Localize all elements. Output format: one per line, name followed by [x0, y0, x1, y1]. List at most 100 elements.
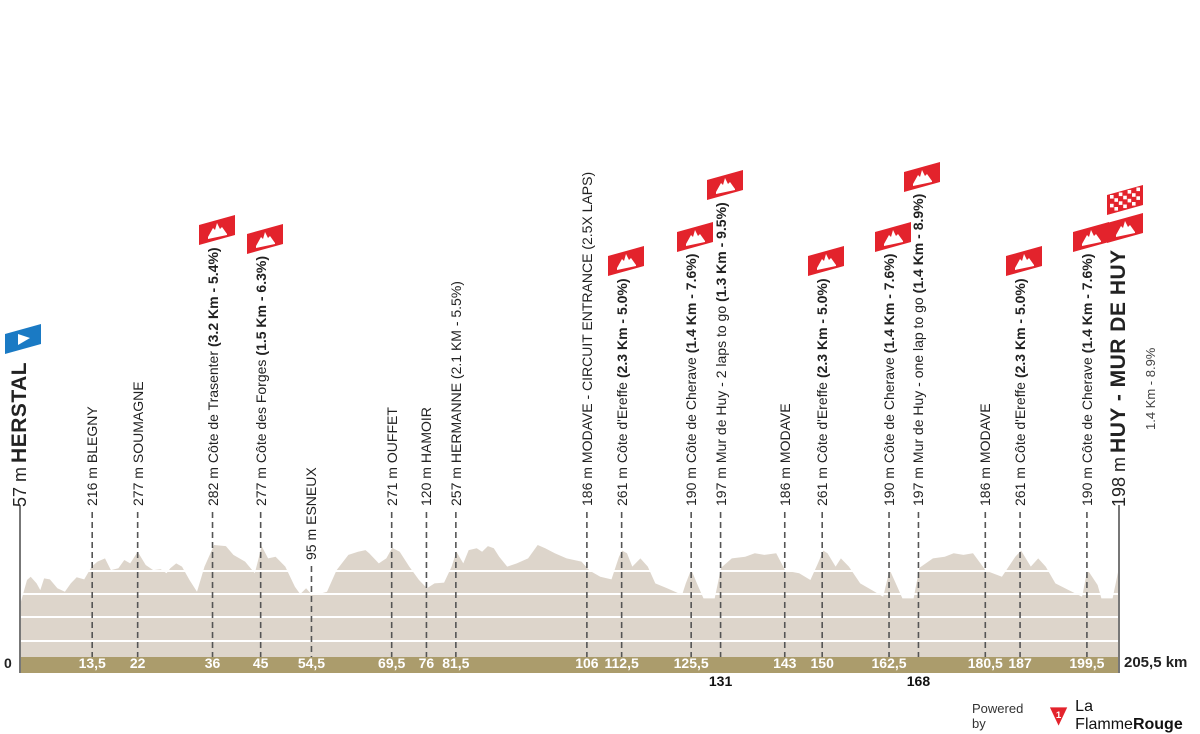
km-tick-label: 13,5 [78, 655, 106, 671]
waypoint-elevation: 190 m [683, 467, 700, 506]
waypoint-name: MODAVE [977, 403, 994, 464]
waypoint-name: SOUMAGNE [129, 381, 146, 464]
km-tick-label: 22 [129, 655, 146, 671]
finish-climb-detail: 1.4 Km - 8.9% [1143, 347, 1158, 430]
climb-flag-icon [1107, 213, 1143, 244]
distance-band [20, 657, 1119, 673]
waypoint-name: Mur de Huy - 2 laps to go [712, 305, 729, 464]
waypoint-elevation: 186 m [977, 467, 994, 506]
axis-end-label: 205,5 km [1124, 654, 1188, 671]
km-tick-label: 69,5 [378, 655, 406, 671]
waypoint-label: 197 m Mur de Huy - one lap to go (1.4 Km -… [909, 194, 927, 506]
waypoint-elevation: 277 m [129, 467, 146, 506]
km-tick-label: 81,5 [442, 655, 470, 671]
waypoint-label: 261 m Côte d'Ereffe (2.3 Km - 5.0%) [1011, 278, 1029, 506]
waypoint-detail: (1.4 Km - 7.6%) [881, 253, 898, 354]
waypoint-label: 190 m Côte de Cherave (1.4 Km - 7.6%) [682, 254, 700, 506]
km-tick-label: 150 [810, 655, 834, 671]
waypoint-elevation: 197 m [712, 467, 729, 506]
waypoint-label: 277 m SOUMAGNE [129, 377, 147, 506]
km-tick-label: 45 [252, 655, 269, 671]
waypoint-label: 277 m Côte des Forges (1.5 Km - 6.3%) [252, 256, 270, 506]
elevation-profile-area [20, 545, 1119, 657]
waypoint-name: OUFFET [383, 407, 400, 464]
waypoint-detail: (3.2 Km - 5.4%) [204, 247, 221, 348]
km-tick-label: 36 [204, 655, 221, 671]
waypoint-label: 186 m MODAVE - CIRCUIT ENTRANCE (2.5X LAP… [578, 168, 596, 506]
km-tick-label: 143 [773, 655, 797, 671]
axis-start-label: 0 [4, 655, 12, 671]
climb-flag-icon [875, 221, 912, 252]
waypoint-elevation: 95 m [303, 528, 320, 560]
waypoint-elevation: 261 m [1012, 467, 1029, 506]
waypoint-elevation: 120 m [418, 467, 435, 506]
waypoint-detail: (2.3 Km - 5.0%) [814, 278, 831, 379]
km-tick-label: 180,5 [967, 655, 1003, 671]
waypoint-name: MODAVE [776, 403, 793, 464]
waypoint-name: Côte de Trasenter [204, 351, 221, 464]
waypoint-label: 95 m ESNEUX [302, 463, 320, 560]
km-tick-label: 112,5 [604, 655, 639, 671]
waypoint-name: Côte de Cherave [881, 357, 898, 464]
climb-flag-icon [198, 215, 235, 246]
waypoint-elevation: 197 m [910, 467, 927, 506]
waypoint-elevation: 282 m [204, 467, 221, 506]
waypoint-detail: (1.4 Km - 8.9%) [910, 193, 927, 294]
climb-flag-icon [1072, 221, 1109, 252]
waypoint-name: Côte de Cherave [1078, 357, 1095, 464]
km-tick-label: 76 [418, 655, 435, 671]
climb-flag-icon [246, 223, 283, 254]
waypoint-elevation: 190 m [881, 467, 898, 506]
waypoint-detail: (2.3 Km - 5.0%) [1012, 278, 1029, 379]
waypoint-label: 271 m OUFFET [383, 403, 401, 506]
waypoint-label: 190 m Côte de Cherave (1.4 Km - 7.6%) [880, 254, 898, 506]
brand-name: La FlammeRouge [1075, 698, 1200, 734]
powered-by-text: Powered by [972, 701, 1024, 731]
climb-flag-icon [904, 161, 941, 192]
waypoint-detail: (1.4 Km - 7.6%) [1078, 253, 1095, 354]
waypoint-name: HERSTAL [8, 361, 31, 463]
waypoint-elevation: 257 m [447, 467, 464, 506]
waypoint-name: HUY - MUR DE HUY [1107, 249, 1130, 453]
waypoint-label: 261 m Côte d'Ereffe (2.3 Km - 5.0%) [813, 278, 831, 506]
waypoint-label: 257 m HERMANNE (2.1 KM - 5.5%) [447, 277, 465, 506]
waypoint-label: 216 m BLEGNY [83, 402, 101, 506]
waypoint-elevation: 186 m [776, 467, 793, 506]
footer-credit: Powered by 1 La FlammeRouge [972, 698, 1200, 734]
finish-label: 198 m HUY - MUR DE HUY [1107, 245, 1131, 507]
waypoint-label: 190 m Côte de Cherave (1.4 Km - 7.6%) [1078, 254, 1096, 506]
km-tick-label: 125,5 [673, 655, 709, 671]
km-tick-label: 162,5 [871, 655, 907, 671]
waypoint-name: Côte d'Ereffe [613, 382, 630, 464]
start-flag-icon [5, 323, 41, 354]
waypoint-name: MODAVE - CIRCUIT ENTRANCE (2.5X LAPS) [578, 171, 595, 464]
waypoint-name: BLEGNY [84, 406, 101, 464]
climb-flag-icon [808, 246, 845, 277]
km-tick-label: 54,5 [297, 655, 326, 671]
climb-flag-icon [677, 221, 714, 252]
waypoint-elevation: 57 m [10, 466, 30, 507]
waypoint-elevation: 261 m [814, 467, 831, 506]
km-tick-label: 106 [575, 655, 599, 671]
brand-plain: La Flamme [1075, 698, 1133, 733]
waypoint-detail: (1.5 Km - 6.3%) [252, 255, 269, 356]
start-label: 57 m HERSTAL [8, 358, 32, 507]
waypoint-label: 197 m Mur de Huy - 2 laps to go (1.3 Km - … [712, 202, 730, 506]
waypoint-name: Mur de Huy - one lap to go [910, 297, 927, 464]
waypoint-elevation: 277 m [252, 467, 269, 506]
waypoint-detail: (2.3 Km - 5.0%) [613, 278, 630, 379]
waypoint-detail: (1.3 Km - 9.5%) [712, 202, 729, 302]
waypoint-elevation: 216 m [84, 467, 101, 506]
km-tick-label: 199,5 [1069, 655, 1105, 671]
waypoint-elevation: 261 m [613, 467, 630, 506]
logo-glyph: 1 [1056, 710, 1062, 721]
waypoint-elevation: 190 m [1078, 467, 1095, 506]
waypoint-name: Côte de Cherave [683, 357, 700, 464]
waypoint-name: Côte des Forges [252, 359, 269, 464]
waypoint-name: HAMOIR [418, 407, 435, 464]
waypoint-label: 186 m MODAVE [976, 399, 994, 506]
waypoint-name: Côte d'Ereffe [1012, 382, 1029, 464]
climb-flag-icon [607, 246, 644, 277]
waypoint-label: 261 m Côte d'Ereffe (2.3 Km - 5.0%) [613, 278, 631, 506]
waypoint-elevation: 186 m [578, 467, 595, 506]
